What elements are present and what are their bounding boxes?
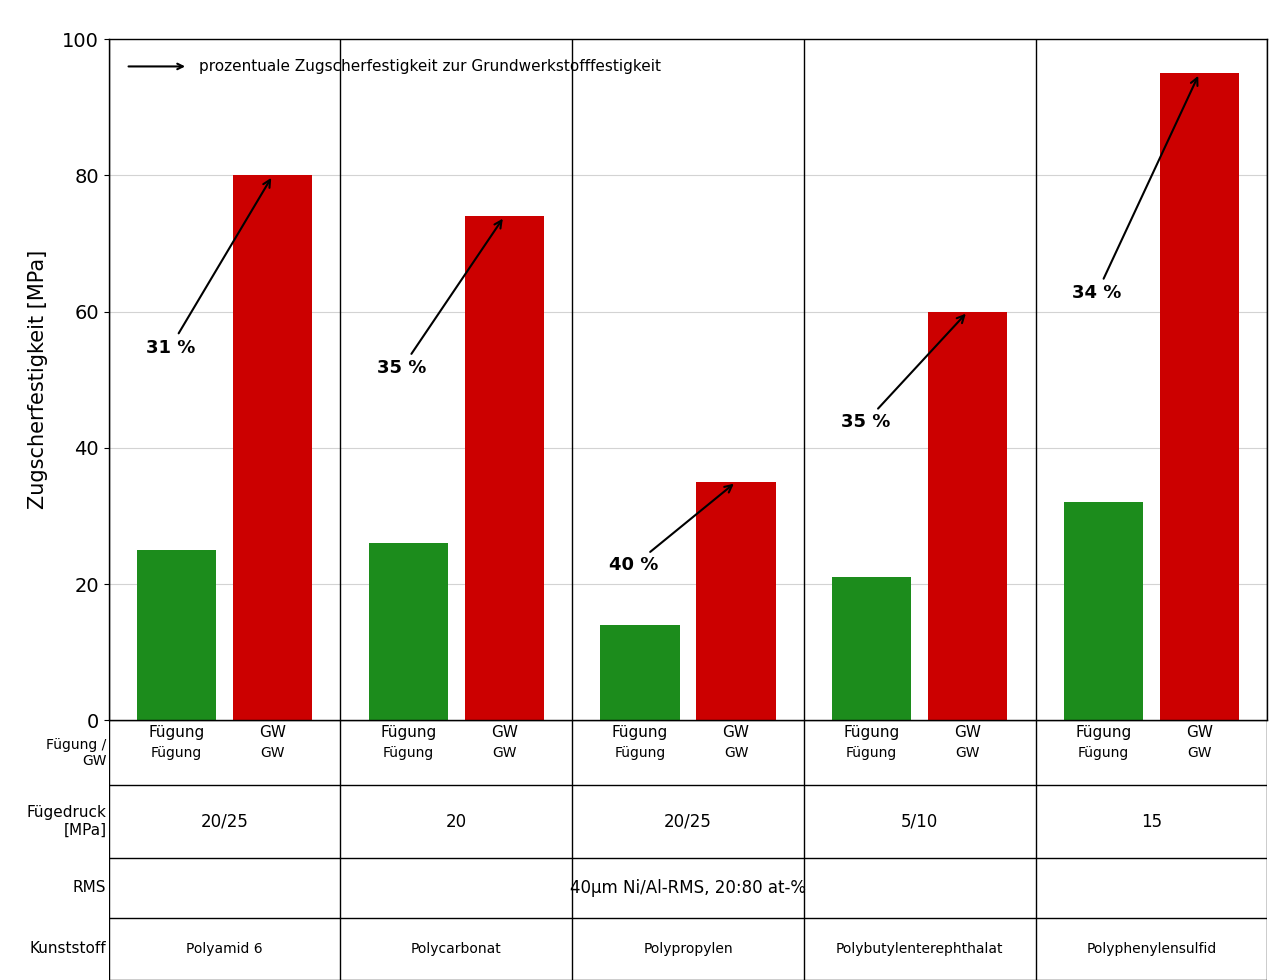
Bar <box>928 312 1007 720</box>
Text: 20/25: 20/25 <box>664 812 712 831</box>
Text: Polybutylenterephthalat: Polybutylenterephthalat <box>836 942 1004 956</box>
Text: 20/25: 20/25 <box>201 812 248 831</box>
Text: Fügung: Fügung <box>614 746 666 760</box>
Text: RMS: RMS <box>73 880 106 896</box>
Bar <box>1160 74 1239 720</box>
Text: Fügung: Fügung <box>846 746 897 760</box>
Text: GW: GW <box>492 746 517 760</box>
Text: 35 %: 35 % <box>378 220 502 377</box>
Text: Fügung: Fügung <box>383 746 434 760</box>
Text: 40 %: 40 % <box>609 485 732 574</box>
Text: GW: GW <box>1187 746 1212 760</box>
Text: Kunststoff: Kunststoff <box>29 942 106 956</box>
Text: 40μm Ni/Al-RMS, 20:80 at-%: 40μm Ni/Al-RMS, 20:80 at-% <box>570 879 806 897</box>
Bar <box>600 625 680 720</box>
Bar <box>369 543 448 720</box>
Bar <box>1064 503 1143 720</box>
Bar <box>137 550 216 720</box>
Text: 15: 15 <box>1140 812 1162 831</box>
Bar <box>233 175 312 720</box>
Bar <box>832 577 911 720</box>
Text: Polyamid 6: Polyamid 6 <box>187 942 262 956</box>
Text: Polyphenylensulfid: Polyphenylensulfid <box>1087 942 1216 956</box>
Bar <box>465 217 544 720</box>
Text: Fügung /
GW: Fügung / GW <box>46 738 106 768</box>
Text: 20: 20 <box>445 812 467 831</box>
Text: GW: GW <box>955 746 980 760</box>
Text: GW: GW <box>260 746 285 760</box>
Text: 5/10: 5/10 <box>901 812 938 831</box>
Y-axis label: Zugscherfestigkeit [MPa]: Zugscherfestigkeit [MPa] <box>28 250 49 510</box>
Text: 34 %: 34 % <box>1073 77 1198 302</box>
Text: 35 %: 35 % <box>841 316 964 431</box>
Text: Fügung: Fügung <box>151 746 202 760</box>
Text: Polypropylen: Polypropylen <box>643 942 733 956</box>
Text: Fügedruck
[MPa]: Fügedruck [MPa] <box>27 806 106 838</box>
Text: prozentuale Zugscherfestigkeit zur Grundwerkstofffestigkeit: prozentuale Zugscherfestigkeit zur Grund… <box>200 59 662 74</box>
Text: 31 %: 31 % <box>146 179 270 357</box>
Text: Fügung: Fügung <box>1078 746 1129 760</box>
Bar <box>696 482 776 720</box>
Text: GW: GW <box>723 746 749 760</box>
Text: Polycarbonat: Polycarbonat <box>411 942 502 956</box>
